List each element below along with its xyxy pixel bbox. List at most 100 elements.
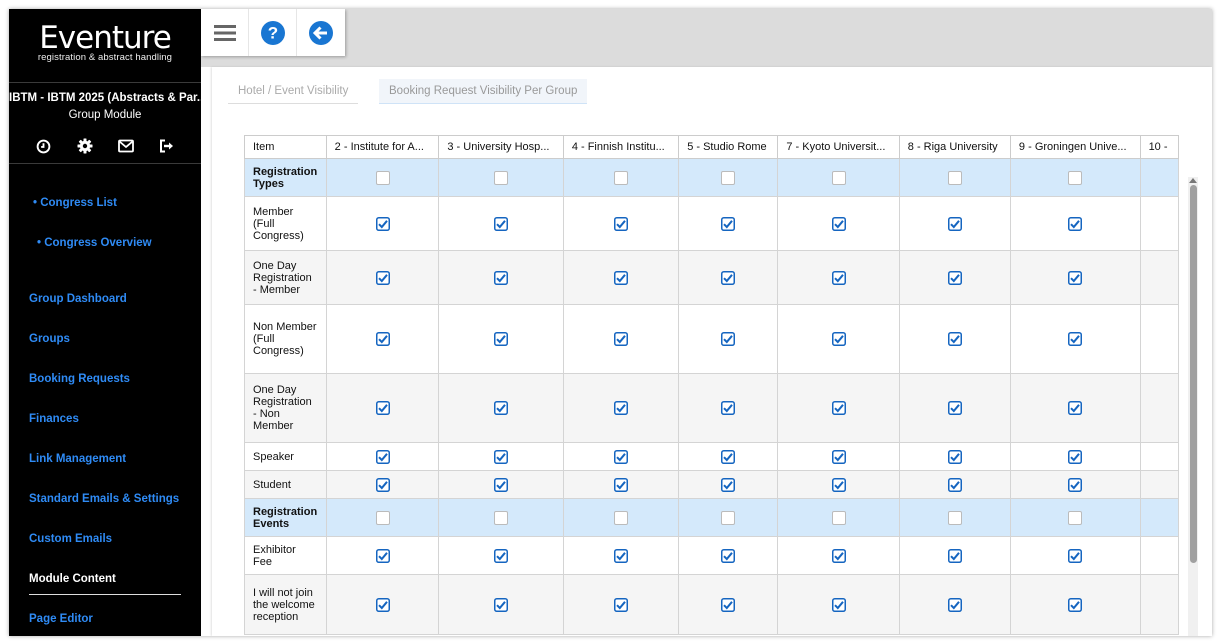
visibility-checkbox[interactable] <box>721 216 736 231</box>
visibility-checkbox[interactable] <box>375 477 390 492</box>
visibility-checkbox[interactable] <box>494 548 509 563</box>
scrollbar-thumb[interactable] <box>1190 185 1197 563</box>
visibility-checkbox[interactable] <box>947 548 962 563</box>
logout-icon[interactable] <box>158 137 176 155</box>
section-checkbox[interactable] <box>614 510 628 525</box>
clock-icon[interactable] <box>35 137 53 155</box>
visibility-checkbox[interactable] <box>1068 401 1083 415</box>
visibility-checkbox[interactable] <box>614 449 628 464</box>
section-checkbox[interactable] <box>614 170 628 185</box>
section-checkbox[interactable] <box>721 510 736 525</box>
visibility-checkbox[interactable] <box>721 597 736 612</box>
visibility-checkbox[interactable] <box>947 216 962 231</box>
visibility-checkbox[interactable] <box>375 597 390 612</box>
visibility-checkbox[interactable] <box>831 548 846 563</box>
gear-icon[interactable] <box>76 137 94 155</box>
menu-icon[interactable] <box>201 9 249 56</box>
visibility-checkbox[interactable] <box>494 270 509 285</box>
column-header[interactable]: 5 - Studio Rome <box>678 135 779 159</box>
visibility-checkbox[interactable] <box>1068 270 1083 285</box>
visibility-checkbox[interactable] <box>375 449 390 464</box>
visibility-checkbox[interactable] <box>614 332 628 346</box>
visibility-checkbox[interactable] <box>831 270 846 285</box>
section-checkbox[interactable] <box>1068 170 1083 185</box>
nav-standard-emails[interactable]: Standard Emails & Settings <box>29 493 180 505</box>
section-checkbox[interactable] <box>494 170 509 185</box>
column-header[interactable]: 8 - Riga University <box>898 135 1011 159</box>
section-checkbox[interactable] <box>831 510 846 525</box>
visibility-checkbox[interactable] <box>614 216 628 231</box>
visibility-checkbox[interactable] <box>614 477 628 492</box>
visibility-checkbox[interactable] <box>721 449 736 464</box>
section-checkbox[interactable] <box>721 170 736 185</box>
section-checkbox[interactable] <box>947 510 962 525</box>
nav-groups[interactable]: Groups <box>29 333 70 345</box>
logo[interactable]: Eventure registration & abstract handlin… <box>9 21 201 63</box>
column-header[interactable]: 4 - Finnish Institu... <box>562 135 680 159</box>
visibility-checkbox[interactable] <box>614 597 628 612</box>
visibility-checkbox[interactable] <box>831 449 846 464</box>
nav-congress-overview[interactable]: • Congress Overview <box>37 237 152 249</box>
visibility-checkbox[interactable] <box>494 401 509 415</box>
section-checkbox[interactable] <box>494 510 509 525</box>
nav-booking-requests[interactable]: Booking Requests <box>29 373 130 385</box>
scroll-up-icon[interactable] <box>1188 175 1198 185</box>
section-checkbox[interactable] <box>375 170 390 185</box>
visibility-checkbox[interactable] <box>1068 477 1083 492</box>
visibility-checkbox[interactable] <box>375 332 390 346</box>
mail-icon[interactable] <box>117 137 135 155</box>
visibility-checkbox[interactable] <box>614 270 628 285</box>
visibility-checkbox[interactable] <box>494 477 509 492</box>
visibility-checkbox[interactable] <box>947 477 962 492</box>
visibility-checkbox[interactable] <box>947 449 962 464</box>
column-header[interactable]: Item <box>244 135 327 159</box>
column-header[interactable]: 3 - University Hosp... <box>438 135 564 159</box>
tab-booking-request-visibility[interactable]: Booking Request Visibility Per Group <box>379 79 588 104</box>
column-header[interactable]: 9 - Groningen Unive... <box>1009 135 1141 159</box>
section-checkbox[interactable] <box>947 170 962 185</box>
visibility-checkbox[interactable] <box>1068 216 1083 231</box>
visibility-checkbox[interactable] <box>375 401 390 415</box>
visibility-checkbox[interactable] <box>494 449 509 464</box>
section-checkbox[interactable] <box>375 510 390 525</box>
visibility-checkbox[interactable] <box>614 401 628 415</box>
column-header[interactable]: 7 - Kyoto Universit... <box>777 135 900 159</box>
visibility-checkbox[interactable] <box>831 597 846 612</box>
visibility-checkbox[interactable] <box>721 401 736 415</box>
visibility-checkbox[interactable] <box>721 477 736 492</box>
visibility-checkbox[interactable] <box>1068 597 1083 612</box>
back-icon[interactable] <box>297 9 345 56</box>
visibility-checkbox[interactable] <box>494 332 509 346</box>
help-icon[interactable]: ? <box>249 9 297 56</box>
nav-group-dashboard[interactable]: Group Dashboard <box>29 293 127 305</box>
visibility-checkbox[interactable] <box>831 477 846 492</box>
nav-congress-list[interactable]: • Congress List <box>33 197 117 209</box>
visibility-checkbox[interactable] <box>831 216 846 231</box>
nav-link-management[interactable]: Link Management <box>29 453 127 465</box>
tab-hotel-event-visibility[interactable]: Hotel / Event Visibility <box>228 79 359 104</box>
visibility-checkbox[interactable] <box>721 270 736 285</box>
column-header[interactable]: 2 - Institute for A... <box>325 135 440 159</box>
visibility-checkbox[interactable] <box>947 270 962 285</box>
nav-custom-emails[interactable]: Custom Emails <box>29 533 113 545</box>
visibility-checkbox[interactable] <box>947 401 962 415</box>
visibility-checkbox[interactable] <box>721 548 736 563</box>
visibility-checkbox[interactable] <box>947 597 962 612</box>
section-checkbox[interactable] <box>831 170 846 185</box>
visibility-checkbox[interactable] <box>1068 548 1083 563</box>
section-checkbox[interactable] <box>1068 510 1083 525</box>
nav-page-editor[interactable]: Page Editor <box>29 613 93 625</box>
visibility-checkbox[interactable] <box>1068 449 1083 464</box>
nav-finances[interactable]: Finances <box>29 413 79 425</box>
visibility-checkbox[interactable] <box>721 332 736 346</box>
nav-module-content[interactable]: Module Content <box>29 573 116 585</box>
visibility-checkbox[interactable] <box>831 332 846 346</box>
visibility-checkbox[interactable] <box>614 548 628 563</box>
visibility-checkbox[interactable] <box>375 270 390 285</box>
visibility-checkbox[interactable] <box>947 332 962 346</box>
visibility-checkbox[interactable] <box>375 548 390 563</box>
visibility-checkbox[interactable] <box>831 401 846 415</box>
visibility-checkbox[interactable] <box>494 216 509 231</box>
visibility-checkbox[interactable] <box>494 597 509 612</box>
visibility-checkbox[interactable] <box>1068 332 1083 346</box>
